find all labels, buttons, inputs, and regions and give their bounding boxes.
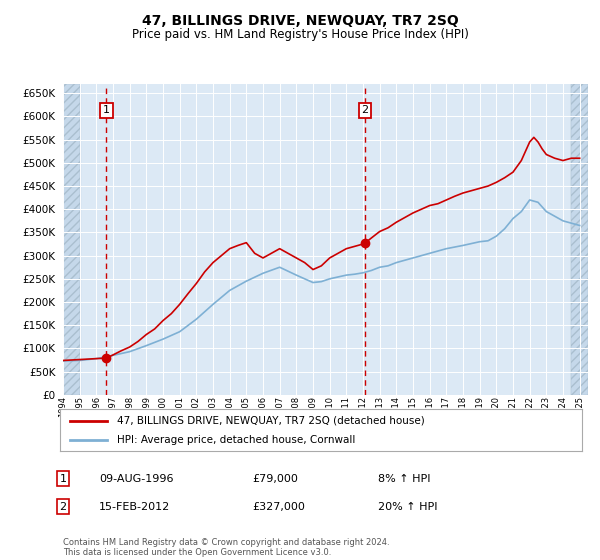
Text: 15-FEB-2012: 15-FEB-2012 (99, 502, 170, 512)
Text: 20% ↑ HPI: 20% ↑ HPI (378, 502, 437, 512)
Text: Contains HM Land Registry data © Crown copyright and database right 2024.
This d: Contains HM Land Registry data © Crown c… (63, 538, 389, 557)
Text: 8% ↑ HPI: 8% ↑ HPI (378, 474, 431, 484)
Bar (571, 84, 588, 395)
Text: 47, BILLINGS DRIVE, NEWQUAY, TR7 2SQ: 47, BILLINGS DRIVE, NEWQUAY, TR7 2SQ (142, 14, 458, 28)
Text: 09-AUG-1996: 09-AUG-1996 (99, 474, 173, 484)
Text: 2: 2 (361, 105, 368, 115)
Bar (63, 84, 80, 395)
Text: HPI: Average price, detached house, Cornwall: HPI: Average price, detached house, Corn… (118, 435, 356, 445)
Text: 47, BILLINGS DRIVE, NEWQUAY, TR7 2SQ (detached house): 47, BILLINGS DRIVE, NEWQUAY, TR7 2SQ (de… (118, 416, 425, 426)
Text: £79,000: £79,000 (252, 474, 298, 484)
Text: 1: 1 (59, 474, 67, 484)
Bar (63, 84, 80, 395)
Text: Price paid vs. HM Land Registry's House Price Index (HPI): Price paid vs. HM Land Registry's House … (131, 28, 469, 41)
Text: £327,000: £327,000 (252, 502, 305, 512)
Text: 1: 1 (103, 105, 110, 115)
Text: 2: 2 (59, 502, 67, 512)
Bar (571, 84, 588, 395)
